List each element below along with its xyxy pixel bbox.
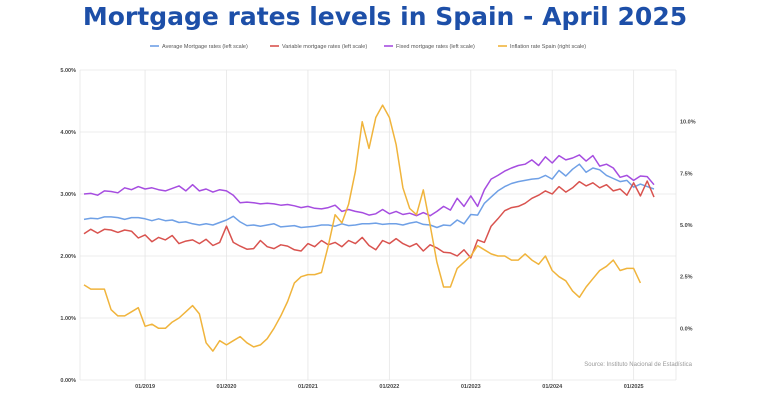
series-lines xyxy=(83,104,655,352)
legend: Average Mortgage rates (left scale) Varia… xyxy=(150,44,586,50)
left-tick-label: 5.00% xyxy=(60,68,76,74)
right-tick-label: 10.0% xyxy=(680,120,696,126)
legend-label: Inflation rate Spain (right scale) xyxy=(510,44,586,50)
right-tick-label: 5.0% xyxy=(680,223,693,229)
chart-title: Mortgage rates levels in Spain - April 2… xyxy=(82,2,688,31)
legend-label: Variable mortgage rates (left scale) xyxy=(282,44,367,50)
right-tick-label: 0.0% xyxy=(680,326,693,332)
left-tick-label: 2.00% xyxy=(60,254,76,260)
x-tick-label: 01/2020 xyxy=(217,384,237,390)
left-tick-label: 1.00% xyxy=(60,316,76,322)
x-tick-label: 01/2024 xyxy=(542,384,563,390)
left-axis-ticks: 0.00% 1.00% 2.00% 3.00% 4.00% 5.00% xyxy=(60,68,76,384)
right-axis-ticks: 0.0% 2.5% 5.0% 7.5% 10.0% xyxy=(680,120,696,333)
left-tick-label: 0.00% xyxy=(60,378,76,384)
left-tick-label: 3.00% xyxy=(60,192,76,198)
series-line xyxy=(83,163,655,229)
series-line xyxy=(83,180,655,259)
series-line xyxy=(83,104,642,352)
legend-label: Fixed mortgage rates (left scale) xyxy=(396,44,475,50)
right-tick-label: 7.5% xyxy=(680,171,693,177)
series-line xyxy=(83,154,655,217)
legend-label: Average Mortgage rates (left scale) xyxy=(162,44,248,50)
x-tick-label: 01/2019 xyxy=(135,384,155,390)
x-tick-label: 01/2025 xyxy=(624,384,644,390)
x-axis-ticks: 01/2019 01/2020 01/2021 01/2022 01/2023 01/20… xyxy=(135,384,643,390)
left-tick-label: 4.00% xyxy=(60,130,76,136)
gridlines xyxy=(79,69,677,381)
x-tick-label: 01/2021 xyxy=(298,384,318,390)
x-tick-label: 01/2022 xyxy=(379,384,399,390)
source-note: Source: Instituto Nacional de Estadístic… xyxy=(584,362,692,368)
x-tick-label: 01/2023 xyxy=(461,384,481,390)
right-tick-label: 2.5% xyxy=(680,275,693,281)
